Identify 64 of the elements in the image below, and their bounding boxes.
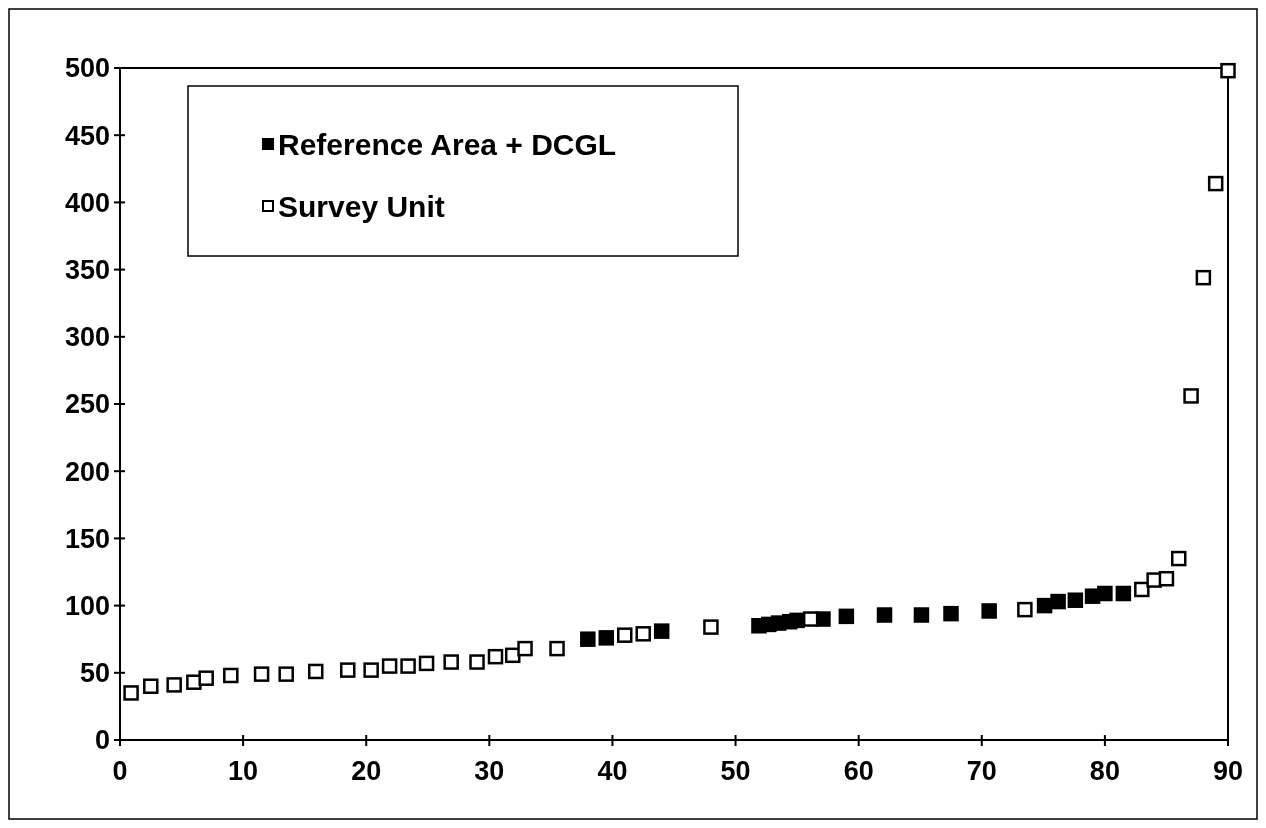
point <box>143 678 159 694</box>
point <box>1115 585 1132 602</box>
point <box>443 654 459 670</box>
point <box>418 655 435 672</box>
y-tick-label: 500 <box>64 53 110 84</box>
y-tick-label: 300 <box>64 322 110 353</box>
point <box>1097 585 1113 602</box>
point <box>1207 175 1224 192</box>
x-tick-label: 90 <box>1212 756 1244 786</box>
point <box>400 658 416 674</box>
x-tick-label: 20 <box>351 756 382 786</box>
point <box>653 623 670 639</box>
point <box>1134 581 1150 598</box>
point <box>123 685 139 701</box>
x-tick-label: 40 <box>597 756 628 786</box>
point <box>223 667 239 684</box>
point <box>517 640 533 657</box>
point <box>1017 601 1033 618</box>
y-tick-label: 50 <box>79 658 110 689</box>
point <box>1195 269 1212 286</box>
legend-label: Reference Area + DCGL <box>278 127 617 161</box>
point <box>943 605 959 622</box>
y-tick-label: 100 <box>64 591 110 622</box>
point <box>703 619 719 635</box>
y-tick-label: 400 <box>64 187 110 218</box>
point <box>340 662 356 678</box>
point <box>617 627 633 643</box>
point <box>876 607 893 623</box>
x-tick-label: 10 <box>228 756 259 786</box>
point <box>487 648 504 665</box>
point <box>1050 593 1066 610</box>
point <box>981 603 997 619</box>
legend-label: Survey Unit <box>278 189 445 223</box>
point <box>1158 570 1175 587</box>
point <box>1171 550 1187 567</box>
point <box>580 631 596 647</box>
point <box>549 640 565 657</box>
point <box>838 608 855 625</box>
point <box>308 663 324 680</box>
point <box>598 630 615 646</box>
y-tick-label: 200 <box>64 456 110 487</box>
point <box>1220 62 1236 79</box>
x-tick-label: 30 <box>474 756 505 786</box>
y-tick-label: 350 <box>64 255 110 286</box>
point <box>198 670 214 686</box>
point <box>253 666 270 682</box>
x-tick-label: 70 <box>966 756 997 786</box>
point <box>913 607 930 623</box>
point <box>278 666 294 682</box>
x-tick-label: 80 <box>1089 756 1120 786</box>
y-tick-label: 150 <box>64 523 110 554</box>
point <box>1183 388 1199 404</box>
x-tick-label: 60 <box>843 756 874 786</box>
point <box>635 626 651 642</box>
point <box>381 658 398 674</box>
point <box>166 677 182 693</box>
point <box>1067 592 1084 608</box>
point <box>789 612 805 629</box>
x-tick-label: 50 <box>720 756 751 786</box>
y-tick-label: 250 <box>64 389 110 420</box>
point <box>469 654 485 670</box>
y-tick-label: 0 <box>94 725 110 756</box>
point <box>363 662 379 678</box>
y-tick-label: 450 <box>64 120 110 151</box>
